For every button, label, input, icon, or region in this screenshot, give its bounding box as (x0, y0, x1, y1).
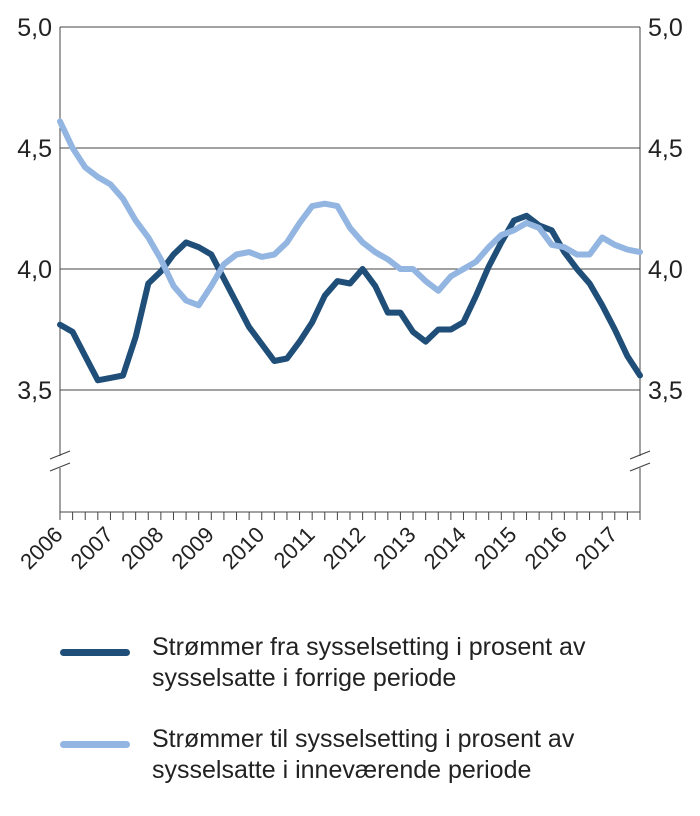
axis-break-mark (629, 462, 651, 472)
x-tick-label: 2008 (116, 522, 168, 574)
y-tick-label-right: 4,0 (648, 256, 683, 284)
legend-item-series-2: Strømmer til sysselsetting i prosent av … (60, 724, 680, 786)
legend: Strømmer fra sysselsetting i prosent av … (60, 632, 680, 816)
x-tick-label: 2013 (368, 522, 420, 574)
x-tick-label: 2009 (167, 522, 219, 574)
y-tick-label-left: 5,0 (17, 14, 52, 42)
legend-swatch-series-1 (60, 649, 130, 656)
axis-break-mark (49, 450, 71, 460)
x-tick-label: 2012 (318, 522, 370, 574)
legend-label-series-1: Strømmer fra sysselsetting i prosent av … (152, 633, 586, 692)
axis-break-mark (49, 462, 71, 472)
axis-break-mark (629, 450, 651, 460)
x-tick-label: 2015 (469, 522, 521, 574)
series-line-2 (57, 118, 643, 309)
x-tick-label: 2006 (15, 522, 67, 574)
y-tick-label-right: 4,5 (648, 135, 683, 163)
x-tick-label: 2014 (419, 522, 471, 574)
x-tick-label: 2011 (269, 522, 320, 573)
tick-labels: 5,0 5,0 4,5 4,5 4,0 4,0 3,5 3,5 2006200720082009… (15, 14, 683, 574)
axes (49, 27, 651, 520)
legend-label-series-2: Strømmer til sysselsetting i prosent av … (152, 725, 575, 784)
gridlines (60, 26, 640, 391)
legend-swatch-series-2 (60, 741, 130, 748)
legend-item-series-1: Strømmer fra sysselsetting i prosent av … (60, 632, 680, 694)
y-tick-label-left: 4,5 (17, 135, 52, 163)
x-tick-label: 2007 (66, 522, 118, 574)
x-tick-label: 2010 (217, 522, 269, 574)
y-tick-label-left: 3,5 (17, 377, 52, 405)
series-line-1 (57, 212, 643, 384)
y-tick-label-right: 3,5 (648, 377, 683, 405)
y-tick-label-left: 4,0 (17, 256, 52, 284)
y-tick-label-right: 5,0 (648, 14, 683, 42)
series-lines (57, 118, 643, 384)
x-tick-label: 2016 (520, 522, 572, 574)
x-tick-label: 2017 (570, 522, 622, 574)
line-chart: 5,0 5,0 4,5 4,5 4,0 4,0 3,5 3,5 2006200720082009… (15, 14, 683, 574)
